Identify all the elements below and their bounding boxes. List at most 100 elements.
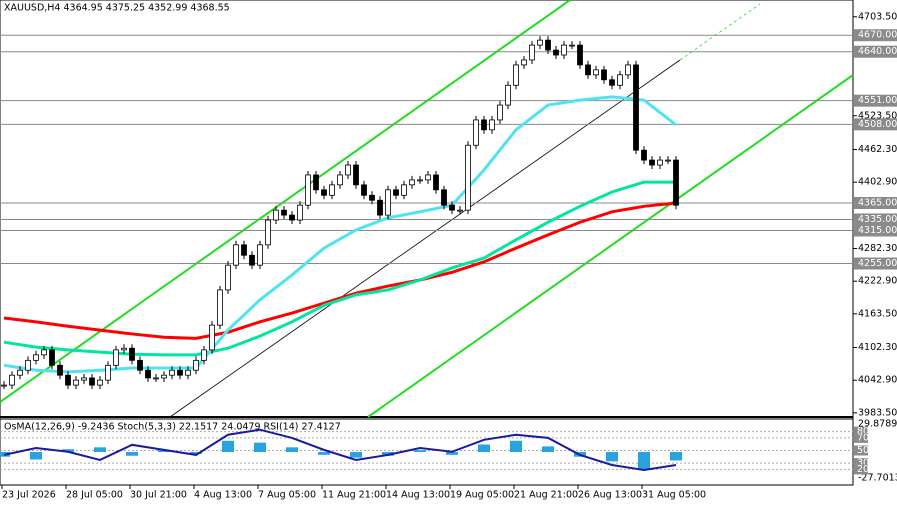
candle <box>121 347 127 351</box>
x-tick-label: 21 Aug 21:00 <box>514 490 578 501</box>
candle <box>305 174 311 206</box>
x-tick-label: 19 Aug 05:00 <box>450 490 514 501</box>
candle <box>113 349 119 366</box>
level-tag <box>854 213 897 226</box>
candle <box>529 44 535 61</box>
y-tick-label: 4102.30 <box>858 342 897 353</box>
moving-average <box>3 201 677 340</box>
candle <box>361 184 367 196</box>
candle <box>65 374 71 386</box>
candle <box>225 264 231 291</box>
candle <box>409 179 415 186</box>
x-tick-label: 30 Jul 21:00 <box>130 490 187 501</box>
level-tag <box>854 29 897 42</box>
candle <box>145 369 151 379</box>
level-tag <box>854 224 897 237</box>
candle <box>233 244 239 266</box>
candle <box>665 159 671 162</box>
candle <box>473 119 479 146</box>
trend-line <box>679 3 761 61</box>
candle <box>585 64 591 76</box>
candle <box>41 349 47 356</box>
candle <box>657 159 663 166</box>
candle <box>161 374 167 379</box>
candle <box>489 119 495 131</box>
level-tag <box>854 45 897 58</box>
candle <box>553 49 559 56</box>
osma-bar <box>510 440 522 453</box>
y-tick-label: 30 <box>857 458 869 469</box>
candle <box>281 209 287 216</box>
channel-line <box>367 74 854 418</box>
candle <box>289 214 295 221</box>
candle <box>385 189 391 216</box>
level-tag <box>854 445 868 456</box>
candle <box>249 254 255 266</box>
candle <box>57 364 63 376</box>
candle <box>649 159 655 166</box>
osma-bar <box>606 452 618 462</box>
y-tick-label: 4703.50 <box>858 11 897 22</box>
osma-bar <box>318 452 330 455</box>
y-tick-label: 4402.90 <box>858 177 897 188</box>
candle <box>49 349 55 366</box>
level-tag <box>854 426 868 437</box>
candle <box>521 59 527 66</box>
candle <box>177 369 183 376</box>
candle <box>353 164 359 186</box>
osma-bar <box>350 452 362 458</box>
trend-line <box>169 59 681 418</box>
candle <box>433 174 439 191</box>
candle <box>81 377 87 381</box>
y-tick-label: 4042.90 <box>858 375 897 386</box>
candle <box>497 104 503 121</box>
candle <box>337 174 343 186</box>
candle <box>569 44 575 47</box>
level-label: 4670.00 <box>858 30 897 41</box>
osma-bar <box>158 450 170 453</box>
candle <box>25 359 31 371</box>
x-tick-label: 28 Jul 05:00 <box>66 490 123 501</box>
candle <box>449 204 455 211</box>
chart-title: XAUUSD,H4 4364.95 4375.25 4352.99 4368.5… <box>4 3 230 14</box>
level-label: 4551.00 <box>858 95 897 106</box>
candle <box>393 189 399 196</box>
y-tick-label: 20 <box>857 464 869 475</box>
osma-bar <box>94 447 106 453</box>
candle <box>297 204 303 221</box>
candle <box>537 39 543 46</box>
candle <box>345 164 351 176</box>
candle <box>137 359 143 371</box>
candle <box>17 369 23 376</box>
candle <box>129 347 135 361</box>
osma-bar <box>286 447 298 453</box>
candle <box>377 199 383 216</box>
indicator-title: OsMA(12,26,9) -9.2436 Stoch(5,3,3) 22.15… <box>4 422 341 433</box>
candle <box>153 377 159 380</box>
candle <box>1 384 7 387</box>
candle <box>329 184 335 196</box>
x-tick-label: 31 Aug 05:00 <box>642 490 706 501</box>
candle <box>89 377 95 386</box>
y-tick-label: 29.8789 <box>858 419 897 430</box>
candle <box>465 144 471 211</box>
candle <box>105 364 111 381</box>
candle <box>441 189 447 206</box>
level-label: 4508.00 <box>858 119 897 130</box>
candle <box>425 174 431 181</box>
candle <box>417 179 423 182</box>
x-tick-label: 23 Jul 2026 <box>2 490 56 501</box>
level-tag <box>854 464 868 475</box>
candle <box>481 119 487 131</box>
candle <box>457 209 463 212</box>
y-tick-label: 70 <box>857 432 869 443</box>
level-tag <box>854 196 897 209</box>
x-tick-label: 14 Aug 13:00 <box>386 490 450 501</box>
candle <box>505 84 511 106</box>
y-tick-label: 4462.30 <box>858 144 897 155</box>
osma-bar <box>30 452 42 460</box>
candle <box>369 194 375 201</box>
candle <box>673 159 679 206</box>
y-tick-label: 4222.90 <box>858 276 897 287</box>
